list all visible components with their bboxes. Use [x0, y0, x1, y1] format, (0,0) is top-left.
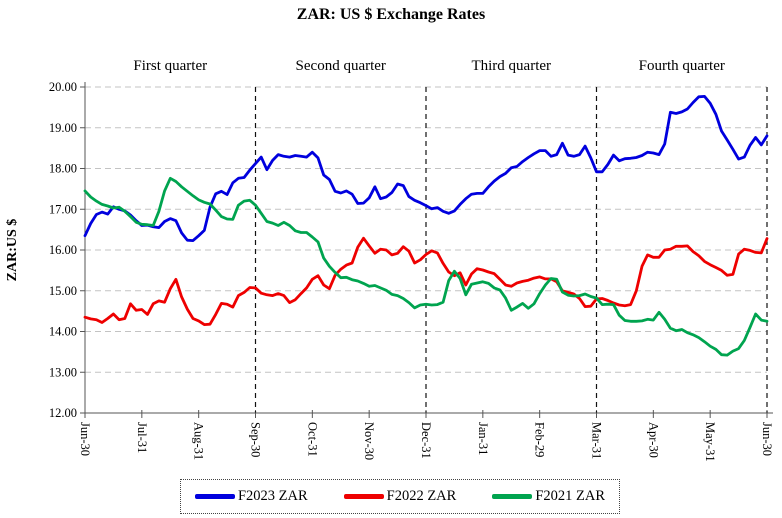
y-tick-label: 14.00 — [49, 325, 77, 339]
legend-label-f2022: F2022 ZAR — [386, 488, 457, 504]
legend-item-f2022-zar: F2022 ZAR — [343, 488, 457, 505]
y-tick-label: 18.00 — [49, 162, 77, 176]
legend-line-sample-f2022 — [343, 494, 384, 499]
legend-item-f2023-zar: F2023 ZAR — [194, 488, 308, 505]
x-tick-label: Jun-30 — [760, 422, 774, 456]
y-tick-label: 19.00 — [49, 121, 77, 135]
y-tick-label: 16.00 — [49, 243, 77, 257]
y-tick-label: 17.00 — [49, 202, 77, 216]
quarter-label: Second quarter — [296, 58, 386, 74]
y-tick-label: 12.00 — [49, 406, 77, 420]
y-tick-label: 15.00 — [49, 284, 77, 298]
x-tick-label: Feb-29 — [533, 422, 547, 457]
x-tick-label: Jun-30 — [78, 422, 92, 456]
x-tick-label: Sep-30 — [249, 422, 263, 457]
legend: F2023 ZAR F2022 ZAR F2021 ZAR — [180, 479, 620, 514]
legend-line-sample-f2021 — [492, 494, 533, 499]
x-tick-label: Apr-30 — [646, 422, 660, 458]
y-tick-label: 20.00 — [49, 80, 77, 94]
legend-line-sample-f2023 — [194, 494, 235, 499]
x-tick-label: Dec-31 — [419, 422, 433, 459]
x-tick-label: Jan-31 — [476, 422, 490, 455]
y-tick-label: 13.00 — [49, 365, 77, 379]
series-line-f2023-zar — [83, 95, 769, 243]
x-tick-label: May-31 — [703, 422, 717, 462]
x-tick-label: Jul-31 — [135, 422, 149, 453]
x-tick-label: Mar-31 — [590, 422, 604, 459]
series-line-f2022-zar — [83, 236, 769, 327]
series-line-f2021-zar — [83, 176, 769, 357]
x-tick-label: Nov-30 — [362, 422, 376, 460]
quarter-label: Fourth quarter — [639, 58, 725, 74]
y-axis-title: ZAR:US $ — [5, 219, 20, 282]
legend-label-f2023: F2023 ZAR — [237, 488, 308, 504]
x-tick-label: Oct-31 — [305, 422, 319, 457]
x-tick-label: Aug-31 — [192, 422, 206, 460]
quarter-label: Third quarter — [471, 58, 551, 74]
legend-item-f2021-zar: F2021 ZAR — [492, 488, 605, 505]
legend-label-f2021: F2021 ZAR — [535, 488, 606, 504]
chart-title: ZAR: US $ Exchange Rates — [296, 6, 486, 23]
quarter-label: First quarter — [133, 58, 207, 74]
